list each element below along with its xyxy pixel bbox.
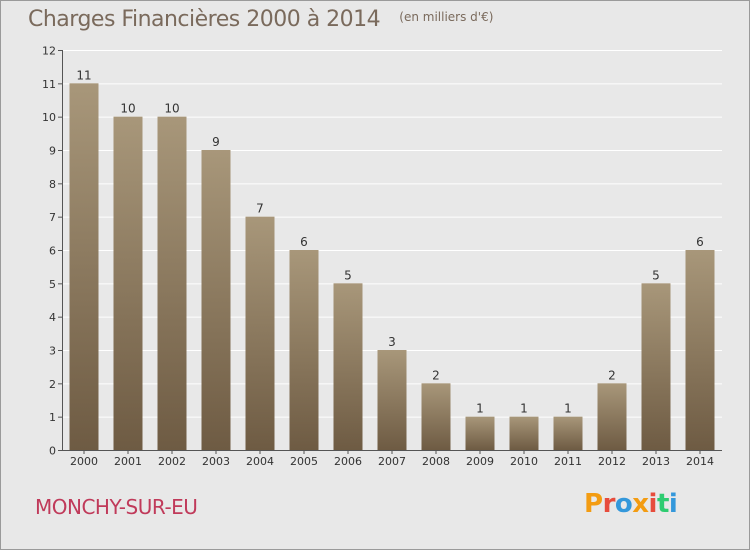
commune-name: MONCHY-SUR-EU (35, 495, 198, 519)
bar-2014 (685, 250, 715, 450)
proxiti-logo[interactable]: Proxiti (584, 489, 678, 519)
labels: 0123456789101112112000102001102002920037… (42, 45, 714, 469)
data-label-2006: 5 (344, 268, 352, 282)
x-tick-label-2012: 2012 (598, 455, 626, 468)
data-label-2004: 7 (256, 202, 264, 216)
bar-2013 (641, 283, 671, 450)
logo-letter: x (632, 489, 649, 519)
bar-2004 (245, 216, 275, 450)
y-tick-label: 10 (42, 111, 56, 124)
data-label-2010: 1 (520, 402, 528, 416)
data-label-2009: 1 (476, 402, 484, 416)
bar-2010 (509, 416, 539, 450)
x-tick-label-2006: 2006 (334, 455, 362, 468)
bar-2012 (597, 383, 627, 450)
logo-letter: i (668, 489, 678, 519)
y-tick-label: 4 (49, 311, 56, 324)
bar-2002 (157, 116, 187, 451)
bar-2011 (553, 416, 583, 450)
data-label-2012: 2 (608, 368, 616, 382)
x-tick-label-2010: 2010 (510, 455, 538, 468)
bar-2008 (421, 383, 451, 450)
x-tick-label-2013: 2013 (642, 455, 670, 468)
y-tick-label: 5 (49, 278, 56, 291)
y-tick-label: 2 (49, 378, 56, 391)
x-tick-label-2007: 2007 (378, 455, 406, 468)
data-label-2000: 11 (76, 68, 91, 82)
logo-letter: o (614, 489, 633, 519)
bar-2009 (465, 416, 495, 450)
logo-letter: i (648, 489, 658, 519)
y-tick-label: 11 (42, 78, 56, 91)
y-tick-label: 12 (42, 45, 56, 58)
bar-2001 (113, 116, 143, 451)
logo-letter: P (584, 489, 603, 519)
x-tick-label-2001: 2001 (114, 455, 142, 468)
x-tick-label-2003: 2003 (202, 455, 230, 468)
data-label-2013: 5 (652, 268, 660, 282)
y-tick-label: 1 (49, 411, 56, 424)
chart-header: Charges Financières 2000 à 2014 (en mill… (28, 7, 493, 37)
bar-2003 (201, 150, 231, 450)
y-tick-label: 3 (49, 345, 56, 358)
bars (69, 83, 715, 451)
data-label-2014: 6 (696, 235, 704, 249)
y-tick-label: 9 (49, 145, 56, 158)
data-label-2005: 6 (300, 235, 308, 249)
x-tick-label-2009: 2009 (466, 455, 494, 468)
y-tick-label: 8 (49, 178, 56, 191)
x-tick-label-2002: 2002 (158, 455, 186, 468)
x-tick-label-2011: 2011 (554, 455, 582, 468)
y-tick-label: 7 (49, 211, 56, 224)
data-label-2008: 2 (432, 368, 440, 382)
x-tick-label-2004: 2004 (246, 455, 274, 468)
y-tick-label: 0 (49, 445, 56, 458)
data-label-2007: 3 (388, 335, 396, 349)
bar-2006 (333, 283, 363, 450)
y-tick-label: 6 (49, 245, 56, 258)
x-tick-label-2014: 2014 (686, 455, 714, 468)
logo-letter: t (656, 489, 669, 519)
x-tick-label-2005: 2005 (290, 455, 318, 468)
logo-letter: r (602, 489, 616, 519)
data-label-2003: 9 (212, 135, 220, 149)
data-label-2002: 10 (164, 102, 179, 116)
bar-2007 (377, 350, 407, 450)
data-label-2011: 1 (564, 402, 572, 416)
axes (58, 50, 722, 454)
bar-2005 (289, 250, 319, 450)
chart-subtitle: (en milliers d'€) (399, 10, 494, 24)
x-tick-label-2008: 2008 (422, 455, 450, 468)
bar-2000 (69, 83, 99, 450)
chart-title: Charges Financières 2000 à 2014 (28, 7, 381, 32)
x-tick-label-2000: 2000 (70, 455, 98, 468)
data-label-2001: 10 (120, 102, 135, 116)
